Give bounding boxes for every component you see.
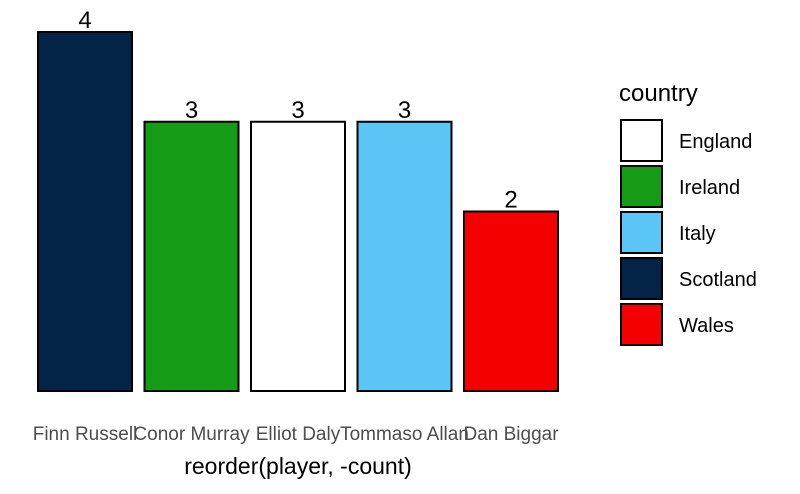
legend-items: England Ireland Italy Scotland Wales [620,119,757,346]
legend-label-england: England [679,131,752,153]
legend-label-scotland: Scotland [679,269,757,291]
x-axis-title: reorder(player, -count) [184,453,412,479]
bar-dan-biggar [463,210,559,392]
legend-key-italy [620,211,663,254]
bar-finn-russell [37,31,133,392]
x-tick-label-elliot-daly: Elliot Daly [256,424,341,445]
data-label-finn-russell: 4 [78,7,91,34]
legend-key-england [620,119,663,162]
data-label-tommaso-allan: 3 [398,97,411,124]
legend-label-wales: Wales [679,315,734,337]
data-label-conor-murray: 3 [185,97,198,124]
legend-key-wales [620,303,663,346]
legend-key-ireland [620,165,663,208]
data-label-elliot-daly: 3 [291,97,304,124]
legend-key-scotland [620,257,663,300]
bar-tommaso-allan [356,120,453,392]
bar-conor-murray [143,120,240,392]
legend-title: country [619,80,698,107]
x-tick-label-finn-russell: Finn Russell [33,424,138,445]
legend-label-italy: Italy [679,223,716,245]
data-labels-group: 4 3 3 3 2 [78,7,517,214]
x-tick-label-conor-murray: Conor Murray [133,424,250,445]
x-tick-label-dan-biggar: Dan Biggar [463,424,559,445]
x-tick-label-tommaso-allan: Tommaso Allan [340,424,469,445]
legend: country England Ireland Italy Scotland Wales [619,80,757,346]
data-label-dan-biggar: 2 [504,187,517,214]
legend-label-ireland: Ireland [679,177,740,199]
bar-elliot-daly [250,120,346,392]
bars-group [37,31,559,392]
